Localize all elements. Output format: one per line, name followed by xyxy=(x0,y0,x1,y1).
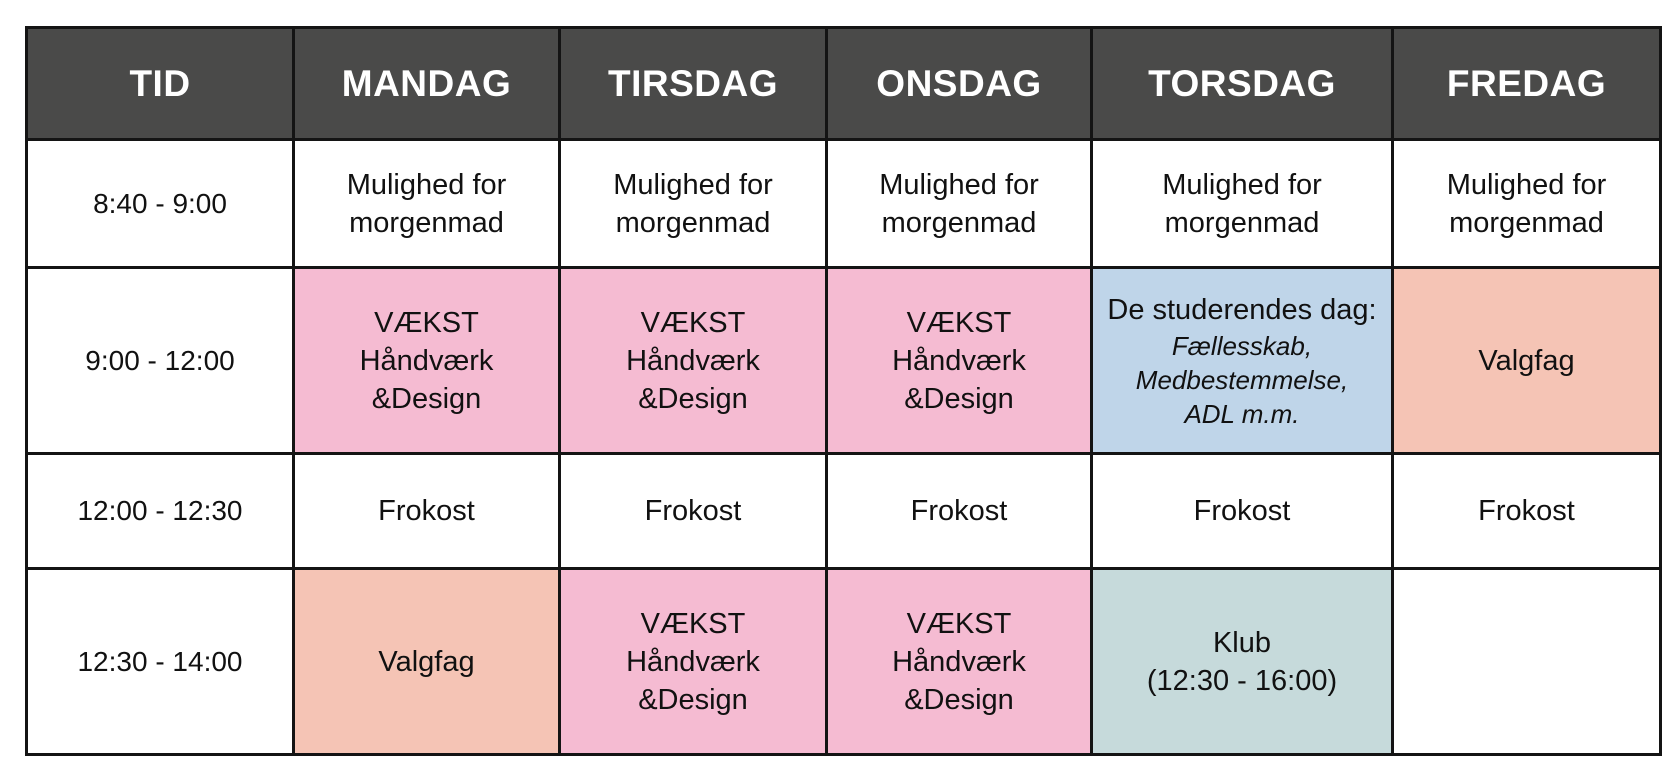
header-row: TID MANDAG TIRSDAG ONSDAG TORSDAG FREDAG xyxy=(25,26,1662,141)
time-cell: 12:30 - 14:00 xyxy=(25,567,295,756)
cell-line: Håndværk xyxy=(626,344,760,377)
cell-mandag-morgenmad: Mulighed for morgenmad xyxy=(292,138,561,269)
cell-fredag-valgfag: Valgfag xyxy=(1391,266,1662,455)
cell-line: VÆKST xyxy=(640,607,746,640)
time-cell: 9:00 - 12:00 xyxy=(25,266,295,455)
cell-line: Klub xyxy=(1212,626,1272,659)
header-tid: TID xyxy=(25,26,295,141)
cell-line: morgenmad xyxy=(1164,206,1320,239)
header-fredag: FREDAG xyxy=(1391,26,1662,141)
header-tirsdag: TIRSDAG xyxy=(558,26,828,141)
cell-torsdag-morgenmad: Mulighed for morgenmad xyxy=(1090,138,1394,269)
cell-onsdag-vaekst: VÆKST Håndværk &Design xyxy=(825,266,1093,455)
cell-line: morgenmad xyxy=(349,206,504,239)
cell-line: Mulighed for xyxy=(879,168,1039,201)
cell-line: (12:30 - 16:00) xyxy=(1146,664,1338,697)
cell-line: VÆKST xyxy=(640,306,746,339)
table-row-0840: 8:40 - 9:00 Mulighed for morgenmad Mulig… xyxy=(25,138,1662,269)
cell-line: VÆKST xyxy=(906,607,1012,640)
cell-line-italic: ADL m.m. xyxy=(1184,398,1300,429)
cell-torsdag-klub: Klub (12:30 - 16:00) xyxy=(1090,567,1394,756)
cell-mandag-frokost: Frokost xyxy=(292,452,561,570)
cell-line-italic: Fællesskab, xyxy=(1171,330,1313,361)
cell-line: Valgfag xyxy=(378,645,475,678)
cell-tirsdag-vaekst: VÆKST Håndværk &Design xyxy=(558,266,828,455)
cell-tirsdag-vaekst: VÆKST Håndværk &Design xyxy=(558,567,828,756)
cell-line: Mulighed for xyxy=(613,168,773,201)
cell-line: VÆKST xyxy=(374,306,479,339)
cell-line: morgenmad xyxy=(615,206,771,239)
cell-mandag-vaekst: VÆKST Håndværk &Design xyxy=(292,266,561,455)
cell-onsdag-vaekst: VÆKST Håndværk &Design xyxy=(825,567,1093,756)
cell-mandag-valgfag: Valgfag xyxy=(292,567,561,756)
table-row-1230: 12:30 - 14:00 Valgfag VÆKST Håndværk &De… xyxy=(25,567,1662,756)
cell-onsdag-frokost: Frokost xyxy=(825,452,1093,570)
cell-fredag-morgenmad: Mulighed for morgenmad xyxy=(1391,138,1662,269)
cell-fredag-frokost: Frokost xyxy=(1391,452,1662,570)
cell-fredag-empty xyxy=(1391,567,1662,756)
header-torsdag: TORSDAG xyxy=(1090,26,1394,141)
cell-line: &Design xyxy=(904,683,1014,716)
cell-line: Håndværk xyxy=(626,645,760,678)
cell-line: Håndværk xyxy=(359,344,494,377)
time-cell: 12:00 - 12:30 xyxy=(25,452,295,570)
cell-line: morgenmad xyxy=(1449,206,1604,239)
weekly-schedule-table: TID MANDAG TIRSDAG ONSDAG TORSDAG FREDAG… xyxy=(25,26,1662,756)
cell-line: Valgfag xyxy=(1478,344,1575,377)
header-mandag: MANDAG xyxy=(292,26,561,141)
cell-line: &Design xyxy=(904,382,1014,415)
time-cell: 8:40 - 9:00 xyxy=(25,138,295,269)
cell-line-italic: Medbestemmelse, xyxy=(1135,364,1349,395)
cell-line: Mulighed for xyxy=(1162,168,1322,201)
table-row-1200: 12:00 - 12:30 Frokost Frokost Frokost Fr… xyxy=(25,452,1662,570)
header-onsdag: ONSDAG xyxy=(825,26,1093,141)
cell-torsdag-frokost: Frokost xyxy=(1090,452,1394,570)
cell-line: Mulighed for xyxy=(1446,168,1607,201)
cell-line: Håndværk xyxy=(892,344,1026,377)
cell-line: &Design xyxy=(638,382,748,415)
cell-onsdag-morgenmad: Mulighed for morgenmad xyxy=(825,138,1093,269)
table-row-0900: 9:00 - 12:00 VÆKST Håndværk &Design VÆKS… xyxy=(25,266,1662,455)
cell-line: Håndværk xyxy=(892,645,1026,678)
cell-title: De studerendes dag: xyxy=(1107,293,1377,326)
cell-line: &Design xyxy=(371,382,482,415)
cell-tirsdag-morgenmad: Mulighed for morgenmad xyxy=(558,138,828,269)
cell-tirsdag-frokost: Frokost xyxy=(558,452,828,570)
cell-line: &Design xyxy=(638,683,748,716)
cell-torsdag-studerendes-dag: De studerendes dag: Fællesskab, Medbeste… xyxy=(1090,266,1394,455)
cell-line: Mulighed for xyxy=(346,168,507,201)
cell-line: morgenmad xyxy=(881,206,1037,239)
cell-line: VÆKST xyxy=(906,306,1012,339)
